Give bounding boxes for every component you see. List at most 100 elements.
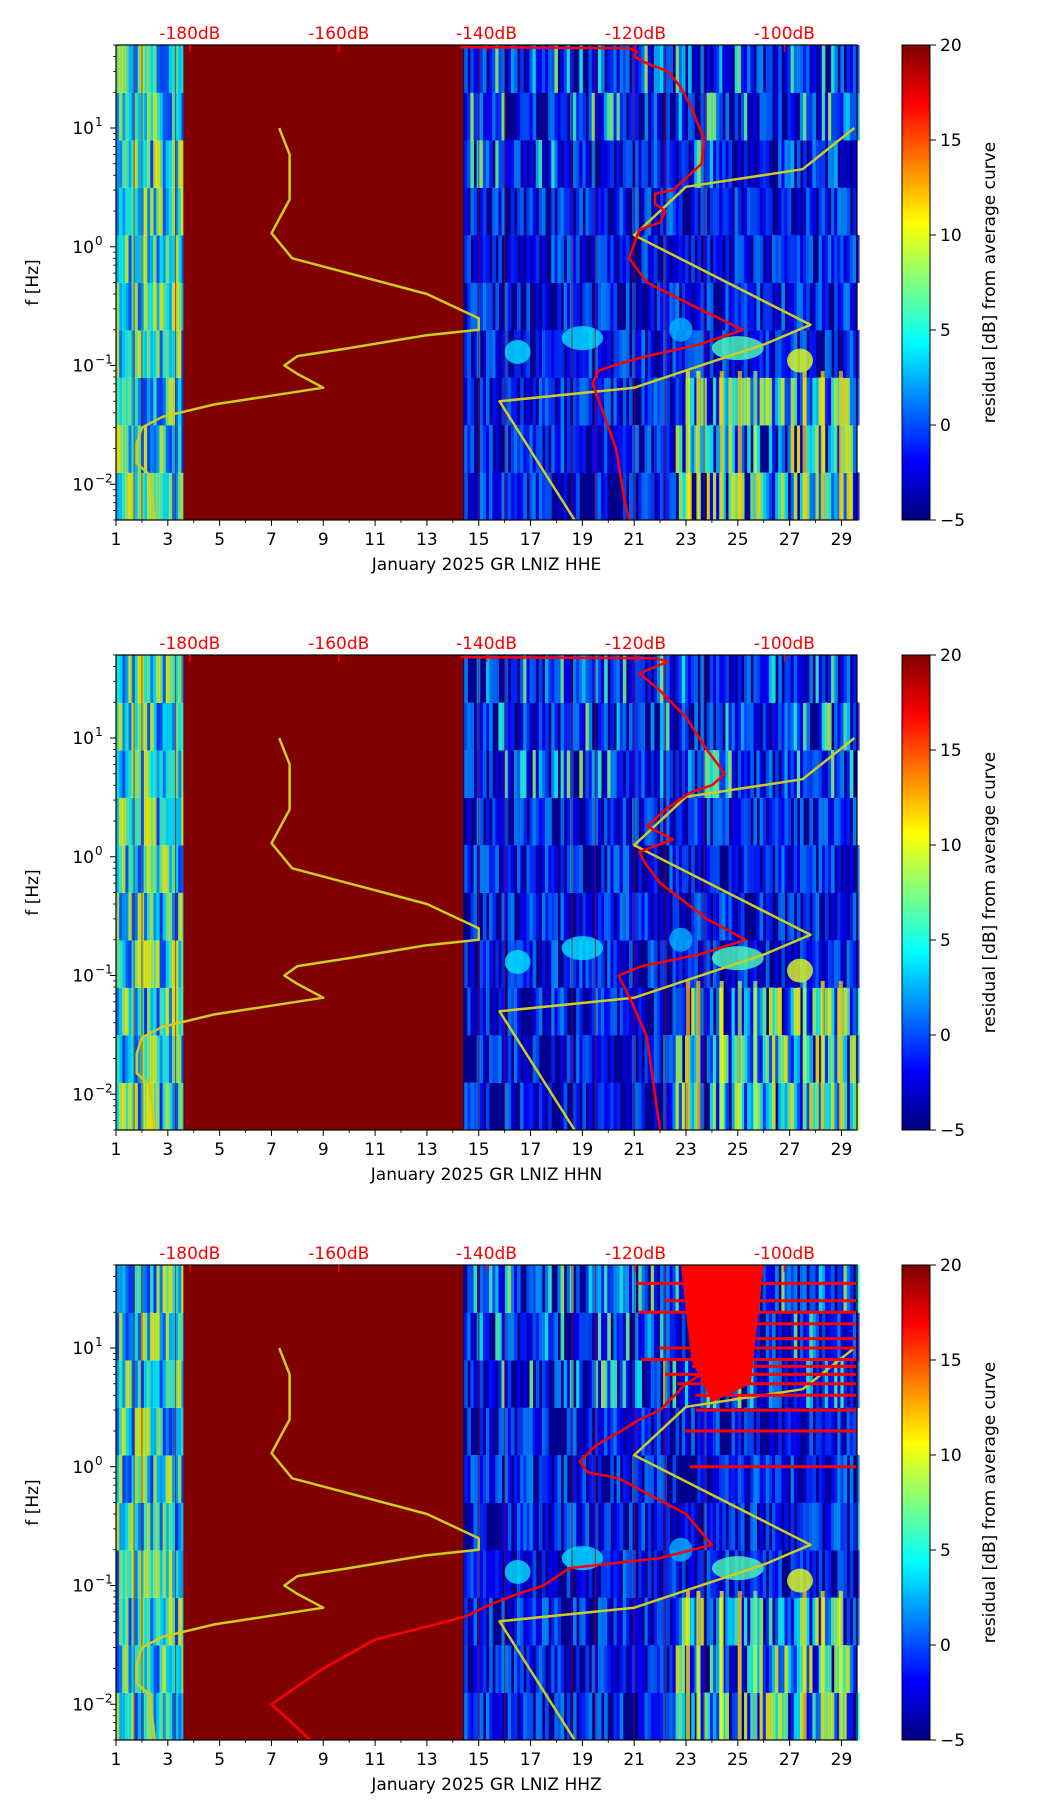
- heatmap-cell: [579, 187, 583, 236]
- heatmap-cell: [134, 377, 139, 426]
- heatmap-cell: [510, 140, 515, 188]
- heatmap-cell: [784, 845, 789, 893]
- heatmap-cell: [681, 1502, 686, 1551]
- x-tick-label: 23: [675, 1750, 697, 1770]
- heatmap-cell: [793, 1692, 798, 1741]
- heatmap-cell: [535, 1312, 540, 1361]
- heatmap-cell: [582, 1692, 586, 1741]
- heatmap-cell: [793, 655, 798, 703]
- heatmap-cell: [831, 140, 835, 188]
- heatmap-cell: [641, 1407, 646, 1456]
- heatmap-cell: [538, 472, 543, 521]
- heatmap-cell: [672, 1502, 677, 1551]
- heatmap-cell: [716, 472, 720, 521]
- x-tick-label: 19: [572, 1750, 594, 1770]
- heatmap-cell: [143, 1407, 148, 1456]
- heatmap-cell: [175, 987, 179, 1036]
- heatmap-cell: [812, 140, 817, 188]
- colorbar-gradient: [901, 1264, 931, 1741]
- heatmap-cell: [128, 1265, 133, 1313]
- heatmap-cell: [625, 1407, 630, 1456]
- heatmap-cell: [806, 1455, 810, 1503]
- heatmap-cell: [150, 1360, 154, 1408]
- heatmap-cell: [625, 1550, 630, 1598]
- heatmap-cell: [535, 750, 540, 798]
- x-tick-label: 11: [364, 1750, 386, 1770]
- heatmap-cell: [765, 45, 770, 93]
- heatmap-cell: [482, 282, 487, 331]
- heatmap-cell: [591, 1360, 596, 1408]
- heatmap-cell: [604, 1550, 608, 1598]
- heatmap-cell: [479, 797, 484, 846]
- heatmap-cell: [725, 92, 729, 141]
- x-tick-label: 3: [162, 1140, 173, 1160]
- heatmap-cell: [489, 1035, 493, 1083]
- heatmap-cell: [787, 750, 792, 798]
- heatmap-cell: [800, 797, 804, 846]
- heatmap-cell: [616, 140, 621, 188]
- heatmap-cell: [470, 1082, 475, 1131]
- heatmap-cell: [818, 377, 823, 426]
- heatmap-cell: [156, 655, 161, 703]
- heatmap-cell: [134, 1692, 139, 1741]
- heatmap-cell: [116, 750, 120, 798]
- heatmap-cell: [653, 1550, 658, 1598]
- heatmap-cell: [784, 472, 789, 521]
- heatmap-cell: [800, 92, 804, 141]
- heatmap-cell: [175, 940, 179, 988]
- heatmap-cell: [706, 987, 711, 1036]
- heatmap-cell: [765, 1455, 770, 1503]
- heatmap-cell: [731, 425, 736, 473]
- heatmap-cell: [647, 1407, 652, 1456]
- heatmap-cell: [610, 235, 614, 283]
- heatmap-cell: [734, 377, 739, 426]
- heatmap-cell: [716, 187, 720, 236]
- nlnm-curve: [135, 1347, 480, 1741]
- heatmap-cell: [712, 92, 717, 141]
- heatmap-cell: [541, 940, 546, 988]
- heatmap-cell: [765, 187, 770, 236]
- heatmap-cell: [171, 1692, 176, 1741]
- heatmap-cell: [669, 1645, 674, 1693]
- heatmap-cell: [619, 702, 624, 751]
- heatmap-cell: [843, 1035, 848, 1083]
- heatmap-cell: [641, 1550, 646, 1598]
- data-gap-fill: [183, 45, 464, 520]
- heatmap-cell: [849, 472, 854, 521]
- heatmap-cell: [759, 655, 764, 703]
- heatmap-cell: [641, 330, 646, 378]
- heatmap-cell: [529, 45, 534, 93]
- heatmap-cell: [604, 1407, 608, 1456]
- heatmap-cell: [806, 1035, 810, 1083]
- heatmap-cell: [638, 1312, 642, 1361]
- heatmap-cell: [737, 282, 742, 331]
- heatmap-cell: [178, 140, 182, 188]
- heatmap-cell: [507, 702, 512, 751]
- heatmap-cell: [489, 940, 493, 988]
- heatmap-cell: [800, 235, 804, 283]
- heatmap-cell: [607, 1407, 611, 1456]
- heatmap-cell: [815, 655, 820, 703]
- heatmap-cell: [513, 1455, 518, 1503]
- heatmap-band: [753, 1590, 758, 1740]
- heatmap-cell: [131, 330, 136, 378]
- heatmap-cell: [731, 987, 736, 1036]
- heatmap-cell: [125, 1597, 129, 1646]
- heatmap-cell: [622, 1645, 627, 1693]
- heatmap-cell: [647, 235, 652, 283]
- heatmap-cell: [143, 140, 148, 188]
- heatmap-cell: [607, 845, 611, 893]
- heatmap-cell: [489, 1360, 493, 1408]
- heatmap-cell: [837, 1550, 841, 1598]
- heatmap-cell: [153, 1597, 157, 1646]
- heatmap-cell: [116, 1360, 120, 1408]
- heatmap-cell: [143, 1455, 148, 1503]
- heatmap-cell: [744, 377, 748, 426]
- heatmap-cell: [168, 750, 173, 798]
- heatmap-cell: [744, 235, 748, 283]
- heatmap-cell: [610, 892, 614, 941]
- heatmap-cell: [675, 940, 680, 988]
- heatmap-cell: [576, 845, 580, 893]
- heatmap-blob: [504, 339, 531, 364]
- heatmap-cell: [119, 702, 123, 751]
